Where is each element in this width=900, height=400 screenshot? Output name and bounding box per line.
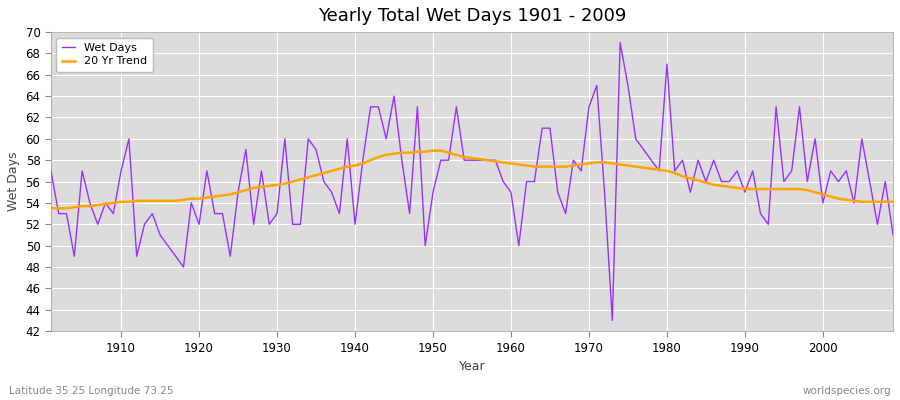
Wet Days [887, 232, 898, 237]
Wet Days [615, 40, 626, 45]
Line: Wet Days: Wet Days [51, 43, 893, 320]
Wet Days [108, 211, 119, 216]
Text: worldspecies.org: worldspecies.org [803, 386, 891, 396]
20 Yr Trend [46, 206, 57, 211]
20 Yr Trend [428, 148, 438, 153]
20 Yr Trend [607, 161, 617, 166]
20 Yr Trend [887, 200, 898, 204]
Legend: Wet Days, 20 Yr Trend: Wet Days, 20 Yr Trend [57, 38, 153, 72]
20 Yr Trend [279, 181, 290, 186]
Wet Days [607, 318, 617, 323]
20 Yr Trend [513, 162, 524, 167]
20 Yr Trend [506, 161, 517, 166]
Wet Days [506, 190, 517, 195]
Wet Days [279, 136, 290, 141]
X-axis label: Year: Year [459, 360, 485, 373]
Wet Days [599, 190, 610, 195]
20 Yr Trend [108, 200, 119, 205]
Wet Days [326, 190, 337, 195]
Text: Latitude 35.25 Longitude 73.25: Latitude 35.25 Longitude 73.25 [9, 386, 174, 396]
Line: 20 Yr Trend: 20 Yr Trend [51, 150, 893, 208]
Y-axis label: Wet Days: Wet Days [7, 152, 20, 211]
20 Yr Trend [326, 168, 337, 173]
Title: Yearly Total Wet Days 1901 - 2009: Yearly Total Wet Days 1901 - 2009 [318, 7, 626, 25]
Wet Days [46, 168, 57, 173]
Wet Days [498, 179, 508, 184]
